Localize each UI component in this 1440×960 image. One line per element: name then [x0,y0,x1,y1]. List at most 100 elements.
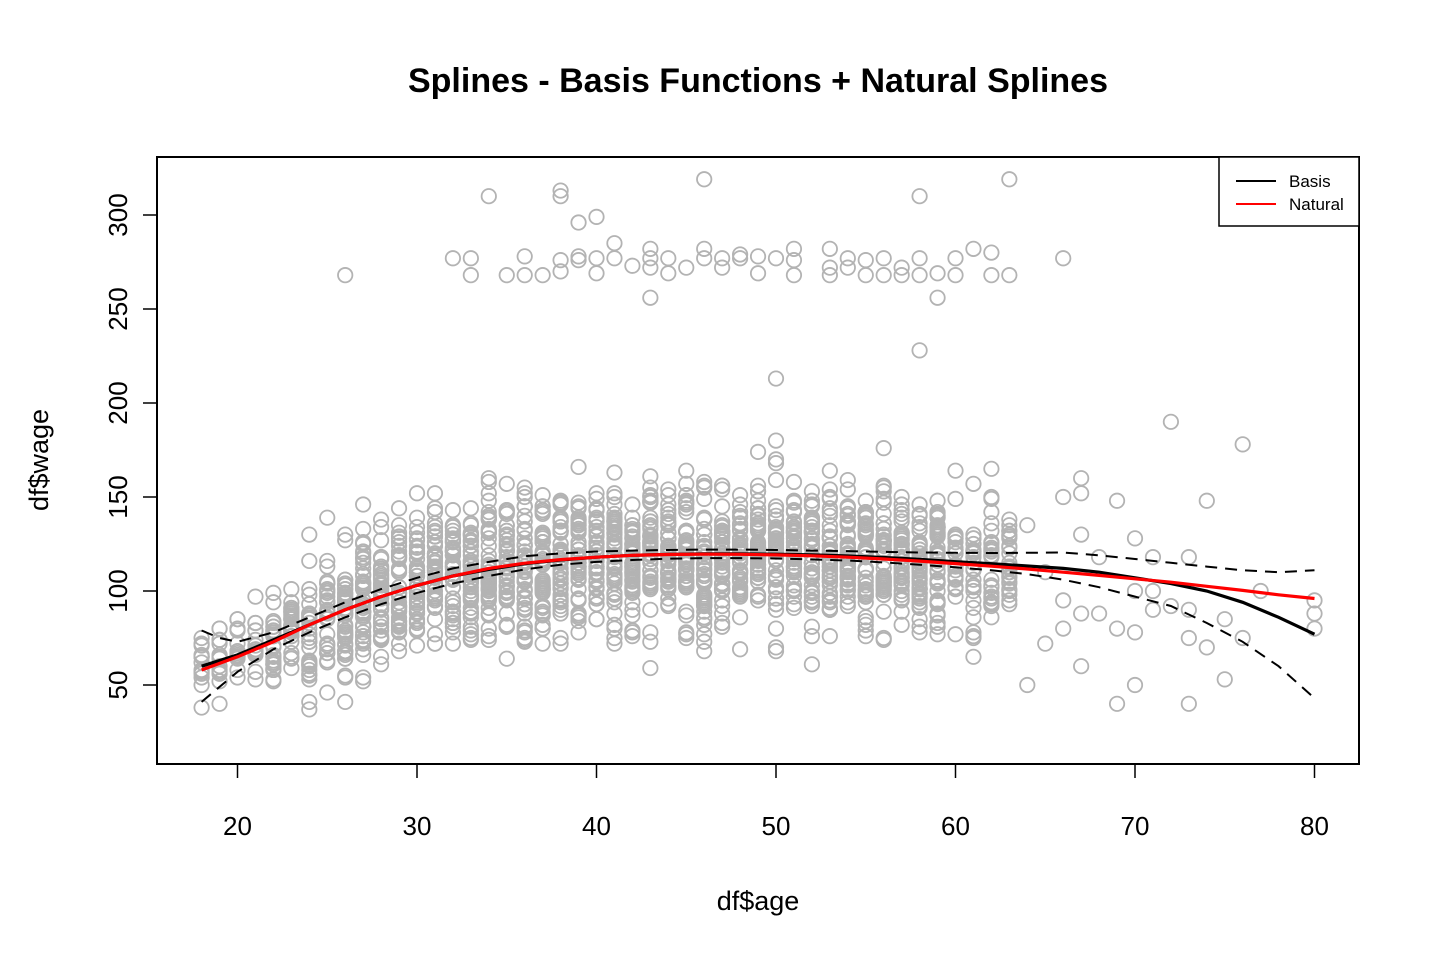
data-point [983,534,1000,551]
data-point [498,618,515,635]
data-point [570,517,587,534]
data-point [355,633,372,650]
data-point [498,582,515,600]
data-point [696,616,713,633]
data-point [785,473,803,491]
data-point [965,599,982,617]
data-point [660,565,677,583]
data-point [839,471,856,489]
data-point [965,609,982,626]
data-point [390,500,408,517]
data-point [355,641,372,658]
data-point [911,581,928,598]
x-tick-label: 80 [1300,811,1329,841]
data-point [785,240,803,257]
data-point [624,509,641,526]
data-point [785,518,803,536]
data-point [731,641,749,658]
data-point [301,596,318,613]
data-point [588,539,605,556]
data-point [696,626,713,643]
data-point [283,611,300,628]
data-point [606,485,623,502]
data-point [893,603,910,620]
data-point [929,265,946,282]
data-point [678,607,695,624]
data-point [714,526,731,543]
data-point [247,622,264,639]
data-point [1216,611,1233,628]
data-point [803,656,821,673]
data-point [1055,488,1072,506]
data-point [606,520,623,538]
data-point [624,624,641,641]
data-point [534,502,551,519]
data-point [642,579,659,596]
data-point [588,485,605,502]
data-point [803,492,821,509]
data-point [749,518,767,536]
data-point [965,526,982,543]
data-point [714,250,731,267]
data-point [408,594,426,611]
data-point [390,547,408,564]
data-point [552,635,569,652]
data-point [983,584,1000,601]
data-point [498,502,515,519]
data-point [588,518,605,536]
data-point [552,592,569,609]
data-point [857,522,874,539]
data-point [1037,635,1054,652]
data-point [821,558,838,575]
data-point [444,250,461,267]
data-point [408,524,426,541]
data-point [642,289,659,306]
data-point [570,624,587,641]
data-point [803,537,821,554]
data-point [839,594,856,611]
data-point [714,518,731,536]
data-point [1001,592,1018,609]
data-point [785,492,803,509]
data-point [1055,620,1072,637]
data-point [570,214,587,231]
data-point [642,479,659,496]
data-point [875,631,892,648]
data-point [749,443,767,460]
data-point [498,592,515,609]
data-point [570,537,587,554]
data-point [319,652,336,669]
data-point [283,599,300,617]
data-point [929,526,946,543]
data-point [911,594,928,611]
data-point [624,496,641,513]
data-point [229,620,246,637]
data-point [875,494,892,511]
data-point [660,250,677,267]
data-point [516,633,533,650]
data-point [660,597,677,615]
data-point [355,646,372,664]
data-point [534,607,551,624]
data-point [247,588,264,605]
data-point [714,522,731,539]
data-point [660,496,677,513]
data-point [821,537,838,554]
data-point [857,545,874,562]
data-point [570,581,587,598]
data-point [821,528,838,545]
data-point [1001,596,1018,613]
data-point [875,586,892,603]
data-point [283,659,300,677]
data-point [767,502,785,519]
data-point [893,616,910,633]
data-point [929,594,946,611]
data-point [947,250,964,267]
data-point [570,592,587,609]
data-point [606,488,623,506]
data-point [767,520,785,538]
data-point [1306,605,1323,622]
data-point [803,560,821,577]
data-point [642,250,659,267]
data-point [301,586,318,603]
